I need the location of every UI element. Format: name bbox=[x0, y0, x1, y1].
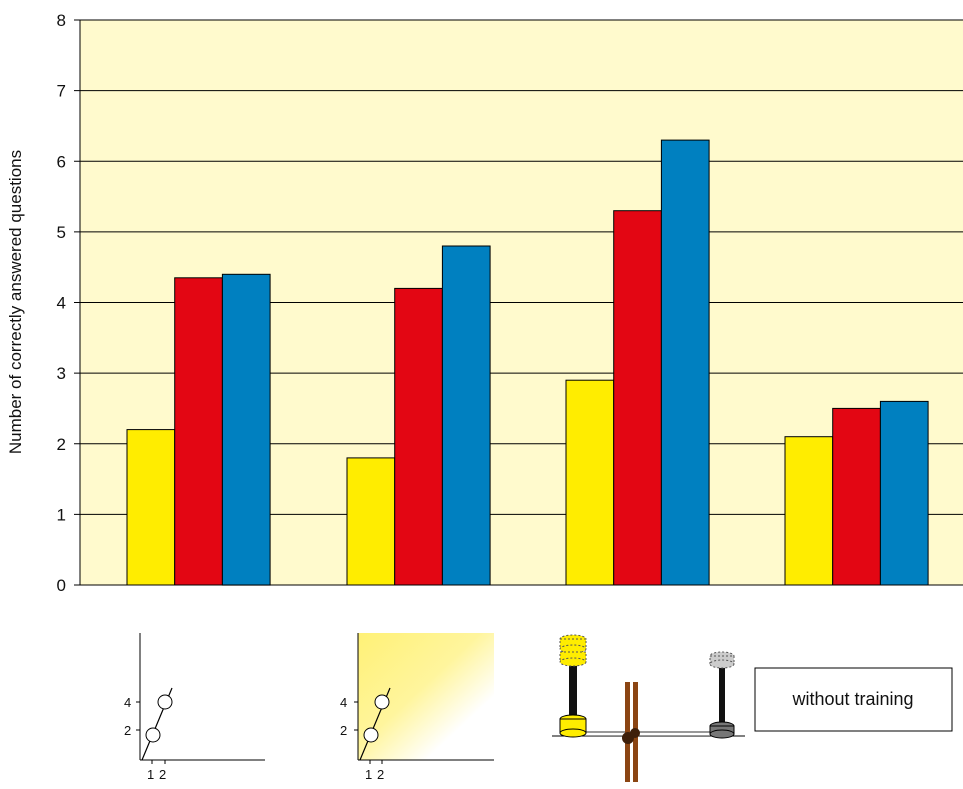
y-tick-label: 5 bbox=[57, 223, 66, 242]
y-axis-ticks: 0 1 2 3 4 5 6 7 8 bbox=[57, 11, 80, 595]
bar-group2-series2 bbox=[394, 287, 443, 586]
bar-group1-series2 bbox=[174, 277, 223, 586]
icon2-ytick-4: 4 bbox=[340, 695, 347, 710]
graph-icon-plain: 4 2 1 2 bbox=[124, 633, 265, 782]
graph-icon-gradient: 4 2 1 2 bbox=[340, 633, 494, 782]
without-training-box: without training bbox=[754, 667, 953, 732]
y-tick-label: 0 bbox=[57, 576, 66, 595]
y-tick-label: 8 bbox=[57, 11, 66, 30]
icon1-xtick-1: 1 bbox=[147, 767, 154, 782]
bar-group1-series3 bbox=[221, 273, 271, 586]
y-tick-label: 3 bbox=[57, 364, 66, 383]
y-tick-label: 4 bbox=[57, 294, 66, 313]
bar-group3-series3 bbox=[660, 139, 710, 586]
bar-group1-series1 bbox=[126, 429, 176, 586]
bar-group4-series1 bbox=[784, 436, 834, 586]
bars bbox=[126, 139, 929, 586]
bar-group4-series3 bbox=[879, 400, 929, 586]
bar-group4-series2 bbox=[832, 407, 881, 586]
bar-group2-series1 bbox=[346, 457, 396, 586]
icon1-xtick-2: 2 bbox=[159, 767, 166, 782]
icon1-ytick-4: 4 bbox=[124, 695, 131, 710]
y-tick-label: 2 bbox=[57, 435, 66, 454]
y-tick-label: 1 bbox=[57, 505, 66, 524]
bar-group3-series2 bbox=[613, 210, 662, 586]
icon1-ytick-2: 2 bbox=[124, 723, 131, 738]
balance-apparatus-icon bbox=[552, 634, 745, 782]
y-tick-label: 6 bbox=[57, 152, 66, 171]
without-training-label: without training bbox=[791, 689, 913, 709]
icon2-xtick-2: 2 bbox=[377, 767, 384, 782]
bar-group3-series1 bbox=[565, 379, 615, 586]
bar-group2-series3 bbox=[441, 245, 491, 586]
y-axis-title: Number of correctly answered questions bbox=[6, 150, 25, 454]
icon2-ytick-2: 2 bbox=[340, 723, 347, 738]
icon2-xtick-1: 1 bbox=[365, 767, 372, 782]
y-tick-label: 7 bbox=[57, 82, 66, 101]
